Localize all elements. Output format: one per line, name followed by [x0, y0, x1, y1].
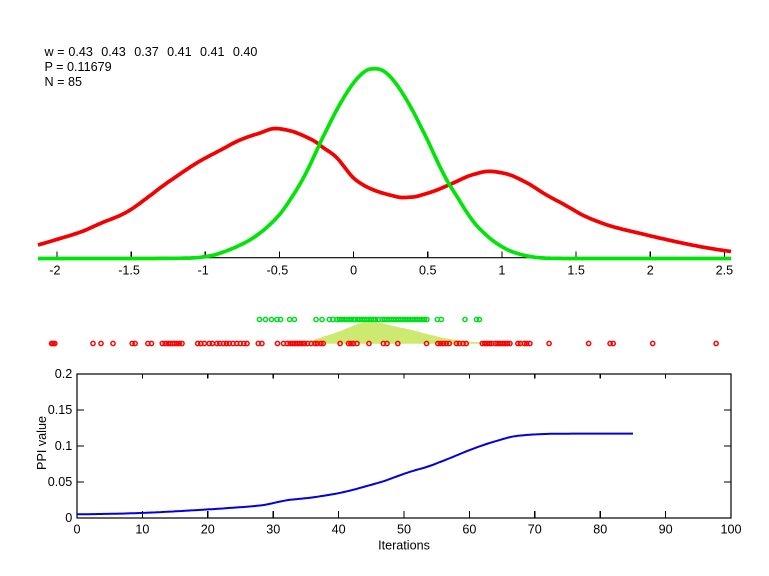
svg-text:40: 40: [332, 523, 346, 537]
svg-text:2: 2: [647, 264, 654, 278]
svg-text:10: 10: [135, 523, 149, 537]
svg-text:2.5: 2.5: [716, 264, 734, 278]
svg-text:0.2: 0.2: [55, 367, 73, 381]
svg-text:70: 70: [528, 523, 542, 537]
svg-text:-1.5: -1.5: [118, 264, 140, 278]
svg-text:0.1: 0.1: [55, 439, 73, 453]
svg-text:80: 80: [593, 523, 607, 537]
svg-text:0: 0: [350, 264, 357, 278]
svg-text:Iterations: Iterations: [378, 539, 430, 553]
svg-text:P = 0.11679: P = 0.11679: [45, 60, 112, 74]
svg-text:1.5: 1.5: [567, 264, 585, 278]
svg-text:100: 100: [720, 523, 741, 537]
svg-text:90: 90: [659, 523, 673, 537]
svg-text:0: 0: [73, 523, 80, 537]
svg-text:-1: -1: [198, 264, 209, 278]
svg-text:1: 1: [498, 264, 505, 278]
svg-text:PPI value: PPI value: [35, 416, 49, 470]
svg-text:20: 20: [201, 523, 215, 537]
svg-text:60: 60: [462, 523, 476, 537]
svg-text:0: 0: [65, 511, 72, 525]
svg-text:30: 30: [266, 523, 280, 537]
svg-text:0.5: 0.5: [419, 264, 437, 278]
svg-text:0.15: 0.15: [48, 403, 73, 417]
svg-text:-0.5: -0.5: [267, 264, 289, 278]
svg-text:50: 50: [397, 523, 411, 537]
svg-text:N = 85: N = 85: [45, 75, 82, 89]
svg-text:0.05: 0.05: [48, 475, 73, 489]
svg-text:-2: -2: [49, 264, 60, 278]
